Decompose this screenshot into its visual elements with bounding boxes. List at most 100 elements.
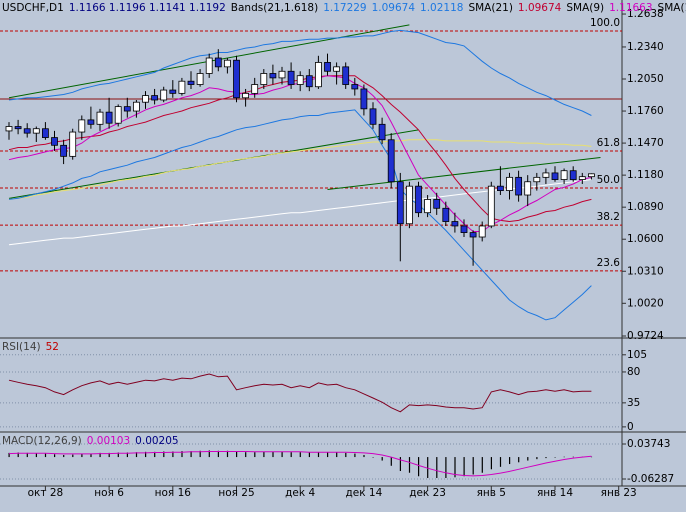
bar	[163, 451, 165, 458]
candle-body	[233, 59, 240, 99]
candle-body	[506, 176, 513, 191]
y-tick-label: 1.1470	[627, 137, 664, 149]
header-item: USDCHF,D1	[2, 2, 64, 14]
header-item: 0.00103	[87, 435, 130, 447]
candle-body	[287, 70, 295, 85]
candle-body	[333, 66, 341, 72]
bar	[54, 454, 56, 458]
bar	[509, 457, 511, 465]
bar	[17, 452, 19, 458]
bar	[35, 453, 37, 458]
header-item: 52	[46, 341, 59, 353]
y-tick-label: 1.2050	[627, 73, 664, 85]
x-tick-label: окт 28	[28, 487, 64, 499]
fibo-label: 50.0	[597, 174, 620, 186]
candle-body	[42, 128, 49, 138]
header-item: SMA(9)	[566, 2, 604, 14]
bar	[536, 457, 538, 460]
bar	[63, 454, 65, 458]
bar	[427, 457, 429, 478]
candle-body	[205, 57, 213, 74]
y-tick-label: 1.0890	[627, 201, 664, 213]
candle-body	[260, 73, 268, 85]
bar	[217, 450, 219, 458]
candle-body	[114, 106, 122, 124]
bar	[327, 452, 329, 458]
bar	[372, 457, 374, 458]
y-tick-label: 0.9724	[627, 330, 664, 342]
bar	[172, 451, 174, 458]
bar	[208, 450, 210, 458]
candle-body	[196, 73, 204, 85]
candle-body	[305, 75, 313, 88]
bar	[408, 457, 411, 473]
candle-body	[415, 185, 422, 214]
panel-header: USDCHF,D1 1.1166 1.1196 1.1141 1.1192 Band…	[2, 2, 686, 14]
indicator-line	[8, 109, 592, 321]
bar	[272, 451, 274, 458]
fibo-label: 100.0	[590, 17, 620, 29]
bar	[590, 456, 593, 458]
bar	[354, 453, 356, 458]
bar	[181, 451, 183, 458]
bar	[199, 450, 201, 458]
candle-body	[242, 92, 250, 99]
candle-body	[378, 123, 386, 141]
bar	[290, 452, 292, 458]
candle-body	[496, 185, 504, 191]
candle-body	[342, 66, 350, 85]
y-tick-label: 0	[627, 421, 634, 433]
header-item: 1.1166 1.1196 1.1141 1.1192	[69, 2, 226, 14]
header-item: 1.09674	[518, 2, 562, 14]
candle-body	[178, 80, 186, 94]
header-item: 1.02118	[420, 2, 463, 14]
candle-body	[251, 84, 259, 94]
bar	[463, 457, 465, 477]
candle-body	[515, 176, 522, 196]
candle-body	[524, 181, 532, 196]
x-tick-label: янв 23	[601, 487, 637, 499]
bar	[518, 457, 520, 463]
x-tick-label: ноя 16	[155, 487, 192, 499]
candle-body	[223, 59, 231, 68]
candle-body	[105, 111, 113, 124]
candle-body	[314, 62, 322, 88]
header-item: SMA(100)	[658, 2, 686, 14]
candle-body	[588, 173, 595, 178]
candle-body	[387, 139, 395, 183]
header-item: 1.17229	[323, 2, 366, 14]
bar	[145, 451, 147, 458]
candle-body	[369, 108, 377, 125]
bar	[117, 452, 119, 458]
candle-body	[5, 126, 13, 132]
candle-body	[324, 62, 331, 72]
bar	[135, 452, 138, 458]
candle-body	[51, 137, 58, 146]
candle-body	[187, 80, 195, 85]
bar	[99, 452, 101, 458]
candle-body	[478, 225, 486, 238]
candle-body	[533, 176, 541, 183]
bar	[81, 453, 83, 458]
candle-body	[78, 119, 86, 133]
candle-body	[151, 95, 159, 101]
candle-body	[214, 57, 222, 68]
bar	[254, 452, 256, 458]
panel-header: RSI(14) 52	[2, 341, 59, 353]
indicator-line	[8, 451, 592, 477]
bar	[308, 452, 310, 458]
candle-body	[351, 84, 359, 90]
candle-body	[433, 199, 441, 209]
header-item: 1.09674	[372, 2, 416, 14]
candle-body	[551, 172, 559, 180]
header-item: 0.00205	[135, 435, 178, 447]
bar	[445, 457, 447, 478]
bar	[72, 454, 74, 458]
header-item: SMA(21)	[468, 2, 512, 14]
x-tick-label: дек 23	[409, 487, 446, 499]
x-tick-label: ноя 6	[94, 487, 124, 499]
candle-body	[60, 144, 67, 157]
bar	[8, 452, 10, 458]
candle-body	[32, 128, 40, 134]
